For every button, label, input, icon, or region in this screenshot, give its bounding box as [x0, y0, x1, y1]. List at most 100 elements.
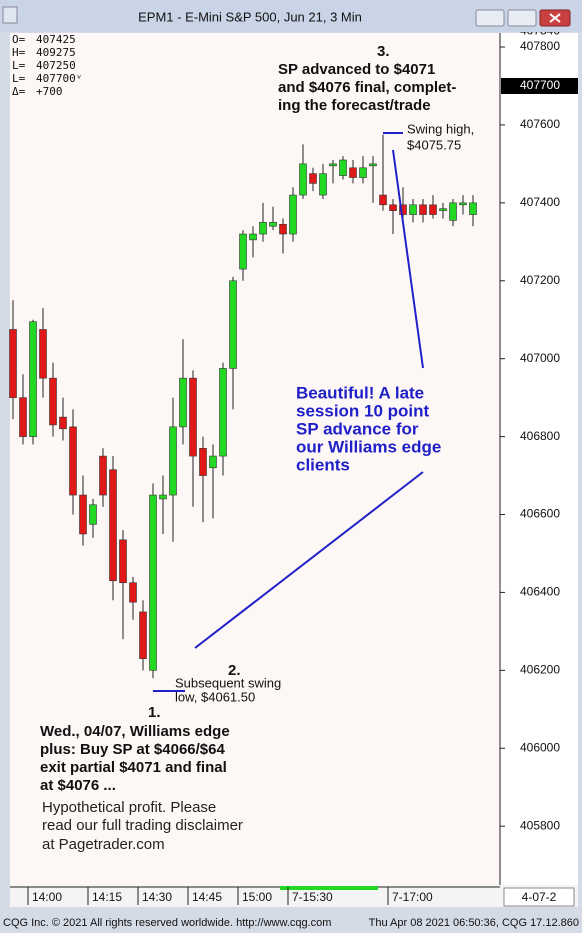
y-tick-label: 406800	[520, 429, 560, 443]
candle-body	[469, 202, 477, 215]
x-tick-label: 14:15	[92, 890, 122, 904]
candle-body	[89, 504, 97, 525]
x-tick-label: 7-17:00	[392, 890, 433, 904]
candle-body	[369, 163, 377, 167]
note-number: 1.	[148, 704, 161, 721]
maximize-button[interactable]	[507, 9, 537, 27]
candle-body	[259, 222, 267, 235]
marks: O= 407425 H= 409275 L= 407250 L= 407700ᵛ Δ= +700 4…	[9, 24, 578, 905]
note-number: 3.	[377, 43, 390, 60]
candle-body	[409, 204, 417, 215]
candle-body	[119, 539, 127, 583]
minimize-button[interactable]	[475, 9, 505, 27]
note-text: Swing high,	[407, 121, 474, 136]
disclaimer: Hypothetical profit. Please	[42, 799, 216, 816]
note-text: plus: Buy SP at $4066/$64	[40, 741, 225, 758]
annotation-line	[194, 471, 424, 649]
candle-body	[19, 397, 27, 437]
candle-body	[309, 173, 317, 184]
candle-body	[429, 204, 437, 215]
plot-area	[10, 33, 500, 885]
candle-body	[379, 194, 387, 206]
y-tick-label: 407400	[520, 195, 560, 209]
note-text: exit partial $4071 and final	[40, 759, 227, 776]
candle-body	[109, 469, 117, 582]
note-text: Wed., 04/07, Williams edge	[40, 723, 230, 740]
candle-body	[439, 208, 447, 211]
candle-body	[49, 377, 57, 426]
candle-body	[79, 494, 87, 535]
x-tick-label: 7-15:30	[292, 890, 333, 904]
time-axis	[10, 885, 578, 907]
x-tick-label: 14:45	[192, 890, 222, 904]
footer-right: Thu Apr 08 2021 06:50:36, CQG 17.12.860	[369, 917, 579, 929]
x-tick-label: 14:30	[142, 890, 172, 904]
note-text: low, $4061.50	[175, 689, 255, 704]
y-tick-label: 407600	[520, 117, 560, 131]
note-text: $4075.75	[407, 137, 461, 152]
y-tick-label: 405800	[520, 818, 560, 832]
readout-value: 407250	[36, 59, 76, 72]
candle-body	[179, 377, 187, 428]
y-tick-label: 406600	[520, 507, 560, 521]
disclaimer: read our full trading disclaimer	[42, 817, 243, 834]
candle-body	[129, 582, 137, 603]
candle-body	[339, 159, 347, 176]
candle-body	[239, 233, 247, 270]
candle-body	[219, 368, 227, 457]
disclaimer: at Pagetrader.com	[42, 836, 165, 853]
candle-body	[29, 321, 37, 437]
y-tick-label: 407000	[520, 351, 560, 365]
y-tick-label: 407800	[520, 39, 560, 53]
candle-body	[449, 202, 457, 221]
footer-left: CQG Inc. © 2021 All rights reserved worl…	[3, 917, 331, 929]
candle-body	[99, 455, 107, 496]
readout-key: L=	[12, 72, 26, 85]
note-text: Subsequent swing	[175, 675, 281, 690]
scroll-indicator	[280, 886, 378, 890]
readout-key: Δ=	[12, 85, 26, 98]
candle-body	[39, 329, 47, 379]
y-tick-label: 406200	[520, 663, 560, 677]
candle-body	[349, 167, 357, 178]
note-number: 2.	[228, 662, 241, 679]
last-price-tag	[501, 77, 578, 94]
note-text: ing the forecast/trade	[278, 97, 431, 114]
candle-body	[389, 204, 397, 211]
candle-body	[249, 233, 257, 241]
candle-body	[329, 163, 337, 167]
close-icon	[549, 13, 561, 23]
candle-body	[199, 447, 207, 476]
candle-body	[189, 377, 197, 457]
candle-body	[459, 202, 467, 206]
readout-value: 407700ᵛ	[36, 72, 82, 85]
candle-body	[399, 204, 407, 215]
readout-value: 407425	[36, 33, 76, 46]
candle-body	[59, 416, 67, 430]
candle-body	[9, 329, 17, 398]
candle-body	[419, 204, 427, 215]
candle-body	[159, 494, 167, 500]
readout-key: H=	[12, 46, 26, 59]
note-text: SP advance for	[296, 419, 419, 438]
window-icon[interactable]	[2, 6, 18, 24]
candle-body	[299, 163, 307, 196]
y-tick-label: 406400	[520, 585, 560, 599]
readout-key: O=	[12, 33, 26, 46]
candle-body	[359, 167, 367, 178]
note-text: and $4076 final, complet-	[278, 79, 456, 96]
note-text: at $4076 ...	[40, 777, 116, 794]
y-tick-label: 406000	[520, 740, 560, 754]
annotation-line	[392, 149, 424, 369]
candle-body	[279, 223, 287, 235]
corner-box	[503, 887, 575, 907]
note-text: SP advanced to $4071	[278, 61, 435, 78]
x-tick-label: 14:00	[32, 890, 62, 904]
readout-value: +700	[36, 85, 63, 98]
candle-body	[229, 280, 237, 369]
note-text: clients	[296, 455, 350, 474]
candle-body	[319, 173, 327, 196]
candle-body	[69, 426, 77, 496]
note-text: our Williams edge	[296, 437, 441, 456]
